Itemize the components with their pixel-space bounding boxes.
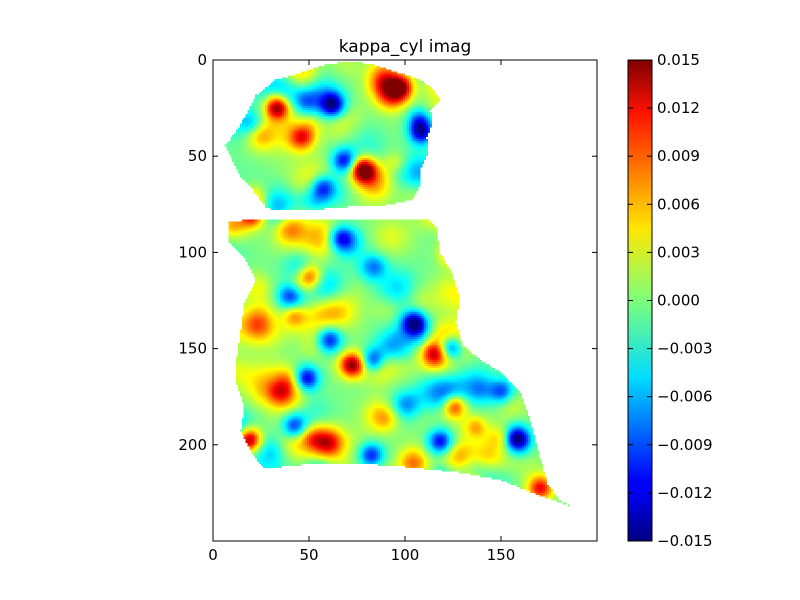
colorbar-axis: 0.015 0.012 0.009 0.006 0.003 0.000 −0.003 −0.0… — [628, 51, 713, 550]
x-tick-label: 0 — [208, 546, 218, 564]
y-tick-label: 200 — [178, 436, 207, 454]
y-tick-label: 100 — [178, 243, 207, 261]
colorbar-tick-label: 0.009 — [657, 147, 700, 165]
chart-title: kappa_cyl imag — [339, 37, 472, 57]
heatmap-image — [213, 60, 597, 541]
colorbar-tick-label: 0.006 — [657, 195, 700, 213]
y-axis: 0 50 100 150 200 — [178, 51, 597, 454]
y-tick-label: 0 — [197, 51, 207, 69]
colorbar-tick-label: −0.012 — [657, 484, 713, 502]
colorbar-tick-label: 0.015 — [657, 51, 700, 69]
colorbar-tick-label: −0.006 — [657, 388, 713, 406]
x-tick-label: 50 — [299, 546, 318, 564]
colorbar-tick-label: 0.012 — [657, 99, 700, 117]
x-tick-label: 100 — [391, 546, 420, 564]
colorbar-tick-label: 0.000 — [657, 292, 700, 310]
plot-area — [213, 60, 597, 541]
colorbar-tick-label: −0.009 — [657, 436, 713, 454]
y-tick-label: 50 — [188, 147, 207, 165]
x-tick-label: 150 — [487, 546, 516, 564]
x-axis: 0 50 100 150 — [208, 60, 515, 564]
colorbar-tick-label: −0.003 — [657, 340, 713, 358]
y-tick-label: 150 — [178, 340, 207, 358]
colorbar-tick-label: −0.015 — [657, 532, 713, 550]
colorbar-tick-label: 0.003 — [657, 243, 700, 261]
